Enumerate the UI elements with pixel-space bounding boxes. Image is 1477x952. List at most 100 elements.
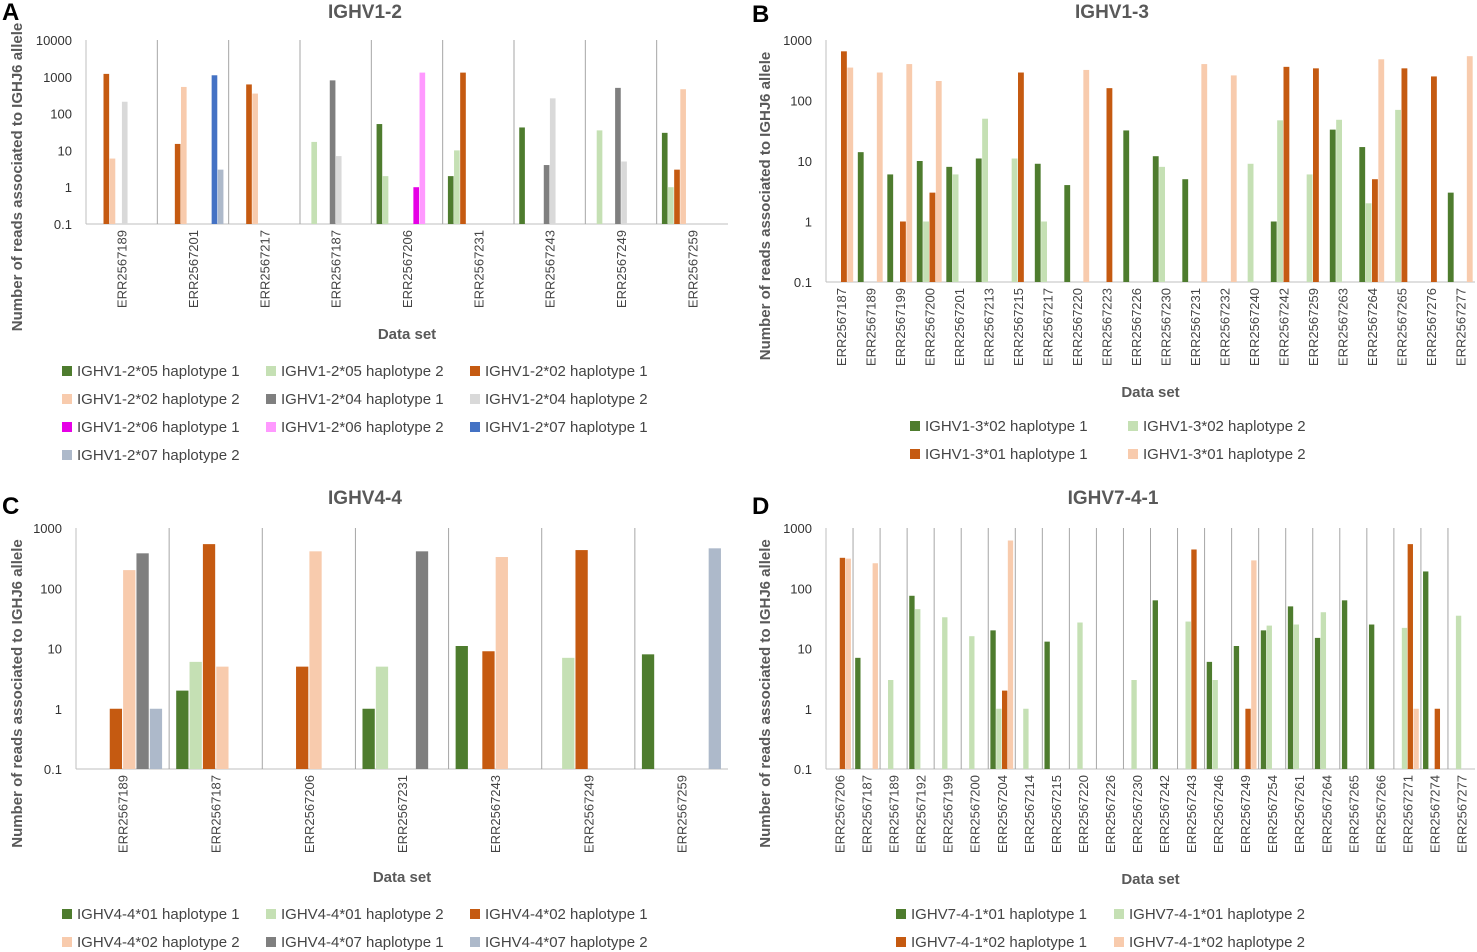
legend: IGHV1-3*02 haplotype 1 IGHV1-3*02 haploty… bbox=[910, 418, 1306, 463]
bar bbox=[419, 72, 426, 224]
y-tick-label: 0.1 bbox=[794, 275, 812, 290]
x-tick-label: ERR2567200 bbox=[968, 775, 983, 853]
legend-entry: IGHV4-4*01 haplotype 2 bbox=[281, 906, 444, 923]
bar bbox=[460, 72, 466, 224]
x-tick-label: ERR2567261 bbox=[1292, 775, 1307, 853]
y-tick-label: 1 bbox=[55, 702, 62, 717]
bar bbox=[519, 127, 525, 224]
bar bbox=[909, 595, 915, 769]
bar bbox=[1123, 130, 1130, 282]
bar bbox=[335, 156, 342, 224]
legend-swatch bbox=[470, 422, 480, 432]
x-tick-label: ERR2567214 bbox=[1022, 775, 1037, 853]
x-tick-label: ERR2567189 bbox=[115, 230, 130, 308]
bar bbox=[176, 690, 189, 769]
bar bbox=[1293, 624, 1299, 769]
bar bbox=[1407, 544, 1413, 769]
legend-entry: IGHV4-4*07 haplotype 2 bbox=[485, 934, 648, 951]
bar bbox=[845, 558, 851, 769]
bar bbox=[1423, 571, 1429, 769]
x-tick-label: ERR2567230 bbox=[1158, 288, 1173, 366]
bar bbox=[252, 93, 258, 224]
legend-swatch bbox=[910, 421, 920, 431]
bar bbox=[996, 708, 1002, 769]
legend-swatch bbox=[910, 449, 920, 459]
legend-entry: IGHV4-4*07 haplotype 1 bbox=[281, 934, 444, 951]
x-tick-label: ERR2567232 bbox=[1217, 288, 1232, 366]
panel-b: B IGHV1-3 0.1 1 10 100 1000 Number of reads ass… bbox=[752, 1, 1475, 463]
bar bbox=[1413, 708, 1419, 769]
bar bbox=[311, 141, 318, 224]
bar bbox=[1018, 72, 1024, 282]
y-axis-label: Number of reads associated to IGHJ6 alle… bbox=[757, 52, 774, 360]
panel-c: C IGHV4-4 0.1 1 10 100 1000 Number of reads ass… bbox=[2, 488, 728, 951]
legend: IGHV1-2*05 haplotype 1 IGHV1-2*05 haploty… bbox=[62, 363, 648, 464]
x-tick-label: ERR2567187 bbox=[209, 775, 224, 853]
x-tick-label: ERR2567243 bbox=[543, 230, 558, 308]
chart-title: IGHV4-4 bbox=[328, 488, 402, 509]
x-tick-label: ERR2567189 bbox=[116, 775, 131, 853]
x-tick-label: ERR2567264 bbox=[1319, 775, 1334, 853]
bar bbox=[575, 550, 588, 769]
bar bbox=[1152, 156, 1159, 282]
bar bbox=[1283, 66, 1290, 283]
x-tick-label: ERR2567206 bbox=[833, 775, 848, 853]
bar bbox=[1447, 192, 1454, 282]
bar bbox=[246, 84, 252, 224]
bar bbox=[1431, 76, 1437, 283]
bar bbox=[1329, 129, 1336, 282]
legend-entry: IGHV7-4-1*01 haplotype 2 bbox=[1129, 906, 1305, 923]
x-tick-label: ERR2567220 bbox=[1070, 288, 1085, 366]
x-tick-label: ERR2567266 bbox=[1373, 775, 1388, 853]
bar bbox=[1131, 680, 1137, 769]
bar bbox=[543, 165, 550, 224]
chart-title: IGHV1-2 bbox=[328, 2, 402, 23]
legend-swatch bbox=[470, 937, 480, 947]
x-tick-label: ERR2567264 bbox=[1365, 288, 1380, 366]
legend-swatch bbox=[470, 366, 480, 376]
bar bbox=[1002, 690, 1008, 769]
bar bbox=[1083, 69, 1090, 283]
bar bbox=[674, 169, 680, 224]
x-tick-label: ERR2567199 bbox=[941, 775, 956, 853]
legend-swatch bbox=[62, 422, 72, 432]
x-tick-label: ERR2567259 bbox=[685, 230, 700, 308]
bar bbox=[415, 551, 429, 769]
y-tick-label: 1 bbox=[805, 215, 812, 230]
y-tick-label: 0.1 bbox=[794, 762, 812, 777]
x-tick-label: ERR2567189 bbox=[887, 775, 902, 853]
legend-entry: IGHV1-2*07 haplotype 1 bbox=[485, 419, 648, 436]
bar bbox=[1007, 540, 1014, 769]
x-tick-label: ERR2567223 bbox=[1099, 288, 1114, 366]
bar bbox=[1378, 59, 1385, 282]
bar bbox=[1233, 646, 1240, 769]
y-tick-label: 0.1 bbox=[54, 217, 72, 232]
bar bbox=[562, 657, 575, 769]
bar bbox=[1365, 203, 1372, 282]
legend-swatch bbox=[1114, 937, 1124, 947]
bar bbox=[923, 221, 929, 282]
bar bbox=[1341, 600, 1348, 769]
legend: IGHV7-4-1*01 haplotype 1 IGHV7-4-1*01 hap… bbox=[896, 906, 1305, 951]
x-tick-label: ERR2567259 bbox=[1306, 288, 1321, 366]
bar bbox=[1159, 166, 1165, 282]
bar bbox=[1191, 549, 1197, 769]
bar bbox=[211, 75, 218, 224]
bar bbox=[149, 708, 163, 769]
panel-letter: A bbox=[2, 0, 19, 26]
legend-entry: IGHV7-4-1*02 haplotype 1 bbox=[911, 934, 1087, 951]
bar bbox=[109, 158, 116, 224]
bar bbox=[872, 563, 878, 769]
legend-entry: IGHV1-2*06 haplotype 1 bbox=[77, 419, 240, 436]
legend-swatch bbox=[1128, 449, 1138, 459]
legend-swatch bbox=[62, 394, 72, 404]
bar bbox=[217, 169, 224, 224]
bar bbox=[942, 617, 948, 769]
bar bbox=[136, 553, 149, 769]
bar bbox=[615, 87, 621, 225]
x-tick-label: ERR2567226 bbox=[1129, 288, 1144, 366]
bar bbox=[216, 666, 229, 769]
x-tick-label: ERR2567231 bbox=[471, 230, 486, 308]
bar bbox=[1266, 625, 1272, 769]
x-tick-label: ERR2567187 bbox=[834, 288, 849, 366]
